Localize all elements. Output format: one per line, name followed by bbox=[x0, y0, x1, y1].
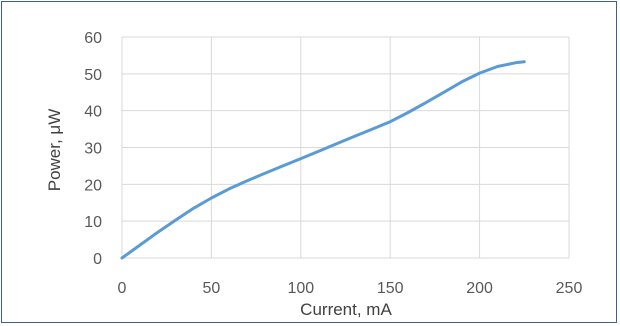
y-tick-label: 30 bbox=[84, 141, 102, 158]
x-axis-title: Current, mA bbox=[300, 300, 392, 319]
y-axis-title: Power, μW bbox=[45, 109, 64, 192]
y-tick-label: 0 bbox=[93, 251, 102, 268]
x-tick-label: 50 bbox=[203, 280, 221, 297]
x-tick-label: 250 bbox=[556, 280, 583, 297]
y-tick-label: 10 bbox=[84, 214, 102, 231]
x-tick-label: 200 bbox=[466, 280, 493, 297]
x-tick-label: 0 bbox=[118, 280, 127, 297]
y-tick-label: 40 bbox=[84, 104, 102, 121]
series-layer bbox=[120, 60, 526, 260]
y-tick-label: 50 bbox=[84, 67, 102, 84]
series-line bbox=[120, 60, 526, 260]
y-tick-label: 20 bbox=[84, 177, 102, 194]
x-tick-label: 100 bbox=[287, 280, 314, 297]
x-tick-label: 150 bbox=[377, 280, 404, 297]
y-tick-label: 60 bbox=[84, 30, 102, 47]
tick-labels: 0 50 100 150 200 250 0 10 20 30 40 50 60 bbox=[84, 30, 582, 297]
grid bbox=[121, 36, 570, 259]
